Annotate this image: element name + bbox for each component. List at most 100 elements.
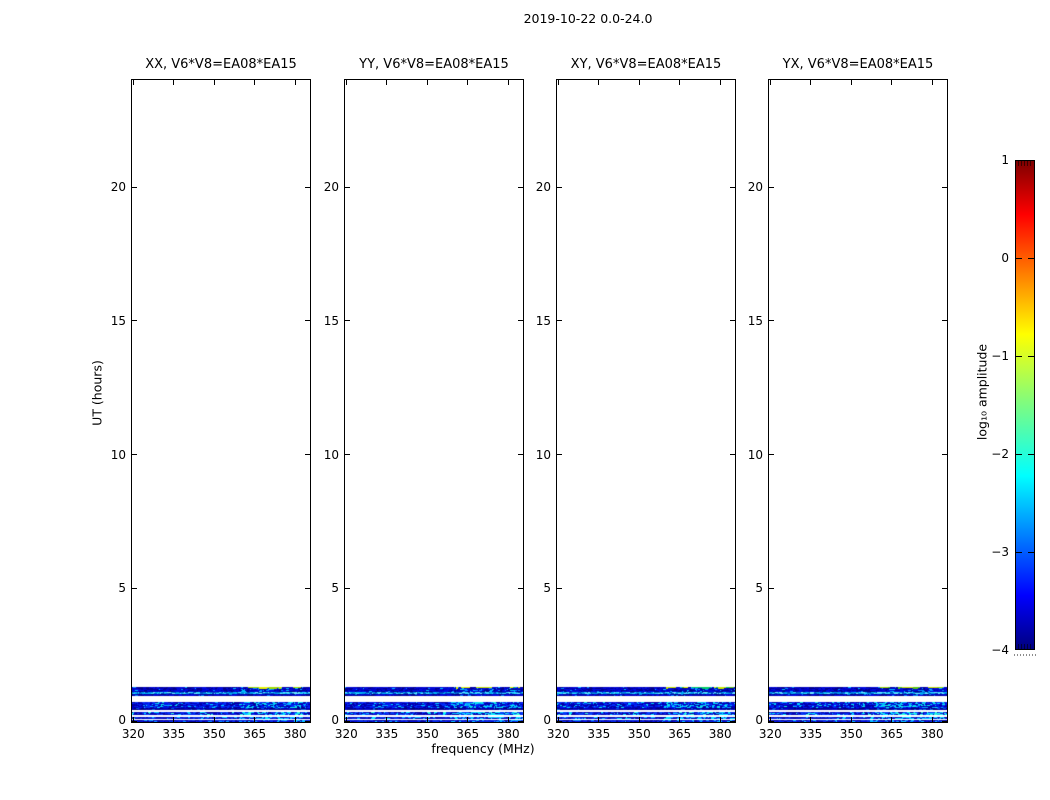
y-tick-mark [305, 720, 310, 722]
x-tick-mark [891, 80, 893, 85]
y-tick-mark [518, 720, 523, 722]
y-tick-mark [769, 720, 774, 722]
x-tick-label: 380 [496, 727, 520, 741]
y-tick-mark [518, 587, 523, 589]
x-tick-mark [345, 80, 347, 85]
x-tick-mark [850, 717, 852, 722]
y-tick-mark [518, 186, 523, 188]
x-tick-mark [426, 717, 428, 722]
y-tick-mark [730, 186, 735, 188]
y-tick-mark [132, 320, 137, 322]
y-tick-mark [132, 454, 137, 455]
y-tick-label: 0 [118, 713, 126, 727]
colorbar-tick-mark [1016, 453, 1022, 455]
colorbar-top-minor-ticks [1018, 161, 1032, 166]
x-tick-mark [891, 717, 893, 722]
y-tick-mark [730, 587, 735, 589]
x-tick-mark [467, 717, 469, 722]
y-tick-label: 5 [755, 581, 763, 596]
x-tick-mark [386, 717, 388, 722]
y-tick-mark [305, 320, 310, 322]
x-tick-label: 380 [283, 727, 307, 741]
x-tick-mark [467, 80, 469, 85]
x-tick-label: 365 [668, 727, 692, 741]
y-tick-mark [518, 454, 523, 455]
y-tick-mark [557, 720, 562, 722]
x-tick-mark [557, 717, 559, 722]
x-tick-label: 350 [839, 727, 863, 741]
x-tick-mark [132, 80, 134, 85]
panel-title-xy: XY, V6*V8=EA08*EA15 [570, 57, 722, 72]
x-tick-label: 350 [415, 727, 439, 741]
colorbar-tick-mark [1016, 551, 1022, 553]
x-tick-mark [557, 80, 559, 85]
spectrogram-canvas-xx [132, 80, 310, 722]
x-tick-mark [598, 80, 600, 85]
x-tick-label: 365 [456, 727, 480, 741]
x-tick-mark [294, 717, 296, 722]
colorbar-tick-mark [1028, 355, 1034, 357]
x-tick-label: 320 [546, 727, 570, 741]
x-tick-label: 350 [627, 727, 651, 741]
panel-title-xx: XX, V6*V8=EA08*EA15 [145, 57, 297, 72]
x-tick-label: 365 [243, 727, 267, 741]
y-tick-label: 15 [323, 313, 339, 328]
x-tick-mark [213, 80, 215, 85]
y-tick-label: 5 [331, 581, 339, 596]
y-tick-label: 20 [535, 180, 551, 194]
y-tick-mark [132, 720, 137, 722]
y-tick-mark [942, 587, 947, 589]
colorbar-tick-label: −1 [991, 349, 1009, 363]
x-tick-mark [931, 80, 933, 85]
y-tick-mark [942, 454, 947, 455]
panel-yy: YY, V6*V8=EA08*EA15 320 335 350 365 380 20 15 1… [324, 57, 524, 741]
x-tick-mark [810, 80, 812, 85]
y-tick-label: 15 [747, 313, 763, 328]
x-tick-mark [850, 80, 852, 85]
y-tick-mark [305, 186, 310, 188]
x-tick-label: 335 [375, 727, 399, 741]
colorbar-tick-label: −4 [991, 643, 1009, 657]
y-tick-mark [305, 587, 310, 589]
y-tick-mark [345, 186, 350, 188]
x-tick-label: 320 [334, 727, 358, 741]
y-tick-label: 10 [323, 447, 339, 462]
x-tick-mark [254, 80, 256, 85]
panel-yx: YX, V6*V8=EA08*EA15 320 335 350 365 380 20 15 1… [748, 57, 948, 741]
y-tick-mark [305, 454, 310, 455]
y-tick-mark [557, 320, 562, 322]
x-tick-mark [719, 80, 721, 85]
x-tick-mark [638, 80, 640, 85]
y-tick-mark [557, 186, 562, 188]
y-tick-label: 0 [331, 713, 339, 727]
x-tick-mark [213, 717, 215, 722]
x-tick-label: 335 [162, 727, 186, 741]
x-tick-mark [769, 80, 771, 85]
x-tick-label: 320 [121, 727, 145, 741]
colorbar-tick-label: −3 [991, 545, 1009, 559]
y-tick-label: 5 [543, 581, 551, 596]
x-tick-mark [132, 717, 134, 722]
y-tick-mark [730, 454, 735, 455]
y-tick-label: 0 [543, 713, 551, 727]
x-tick-mark [294, 80, 296, 85]
colorbar-tick-label: 1 [1001, 153, 1009, 167]
x-tick-label: 380 [920, 727, 944, 741]
y-tick-mark [557, 454, 562, 455]
colorbar-tick-mark [1028, 453, 1034, 455]
spectrogram-canvas-xy [557, 80, 735, 722]
panel-title-yx: YX, V6*V8=EA08*EA15 [782, 57, 934, 72]
colorbar-below-dots [1014, 654, 1036, 656]
y-tick-mark [518, 320, 523, 322]
y-tick-label: 5 [118, 581, 126, 596]
y-tick-mark [942, 720, 947, 722]
colorbar-bottom-minor-ticks [1018, 644, 1032, 649]
x-tick-mark [507, 80, 509, 85]
y-tick-mark [557, 587, 562, 589]
x-tick-mark [386, 80, 388, 85]
x-tick-mark [679, 717, 681, 722]
y-tick-label: 20 [747, 180, 763, 194]
y-tick-label: 10 [110, 447, 126, 462]
y-tick-label: 20 [323, 180, 339, 194]
